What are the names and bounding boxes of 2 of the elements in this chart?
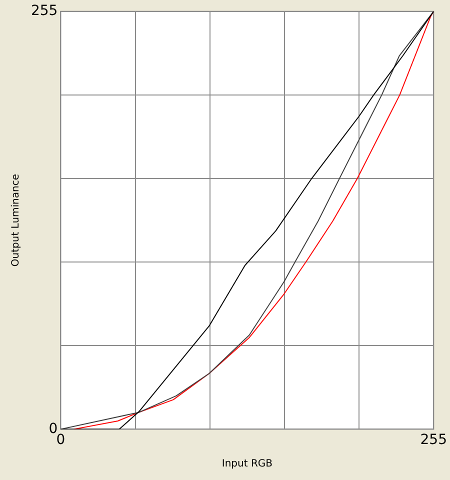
y-axis-title: Output Luminance (10, 174, 22, 267)
x-axis-title: Input RGB (222, 458, 273, 470)
